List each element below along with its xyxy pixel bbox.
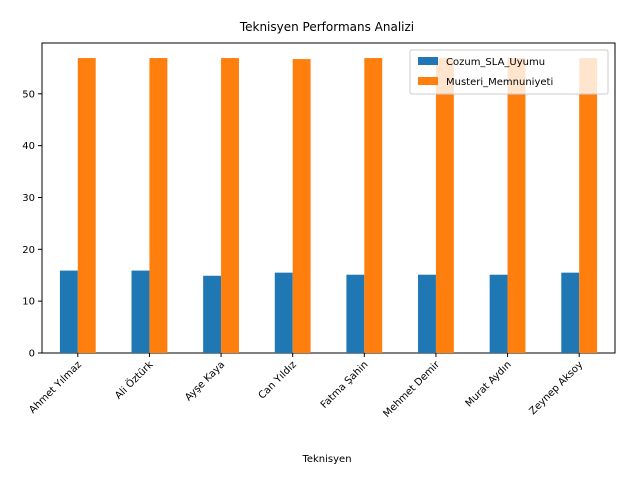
legend-label: Musteri_Memnuniyeti [446, 77, 553, 88]
y-tick-label: 20 [22, 245, 35, 256]
axes-frame [41, 42, 616, 354]
bar-Musteri_Memnuniyeti-2 [221, 58, 239, 353]
bar-Cozum_SLA_Uyumu-4 [346, 274, 365, 353]
legend: Cozum_SLA_Uyumu Musteri_Memnuniyeti [409, 49, 609, 95]
bar-Musteri_Memnuniyeti-0 [77, 58, 96, 353]
bar-Musteri_Memnuniyeti-6 [507, 58, 526, 353]
bar-Cozum_SLA_Uyumu-5 [418, 274, 436, 353]
y-tick-label: 40 [22, 141, 35, 152]
bar-Musteri_Memnuniyeti-7 [579, 58, 598, 353]
bar-Cozum_SLA_Uyumu-1 [131, 270, 150, 353]
bar-Musteri_Memnuniyeti-4 [364, 58, 383, 353]
legend-swatch [418, 77, 438, 85]
y-tick-label: 10 [22, 297, 35, 308]
bar-Cozum_SLA_Uyumu-3 [274, 272, 293, 353]
bar-Musteri_Memnuniyeti-1 [149, 58, 168, 353]
chart-title: Teknisyen Performans Analizi [239, 20, 414, 34]
bar-Cozum_SLA_Uyumu-0 [59, 270, 78, 353]
bar-Cozum_SLA_Uyumu-2 [203, 275, 222, 353]
y-tick-label: 50 [22, 89, 35, 100]
bar-Cozum_SLA_Uyumu-7 [561, 272, 580, 353]
y-axis: 0 10 20 30 40 50 [22, 89, 42, 360]
x-axis-label: Teknisyen [301, 454, 351, 465]
y-tick-label: 0 [29, 349, 35, 360]
plot-area [41, 42, 616, 354]
bar-Musteri_Memnuniyeti-3 [292, 59, 311, 354]
legend-label: Cozum_SLA_Uyumu [446, 57, 545, 68]
bar-Musteri_Memnuniyeti-5 [435, 58, 454, 353]
bars [59, 58, 598, 354]
legend-swatch [418, 57, 438, 65]
legend-box [409, 49, 609, 95]
y-tick-label: 30 [22, 193, 35, 204]
bar-Cozum_SLA_Uyumu-6 [489, 274, 508, 353]
